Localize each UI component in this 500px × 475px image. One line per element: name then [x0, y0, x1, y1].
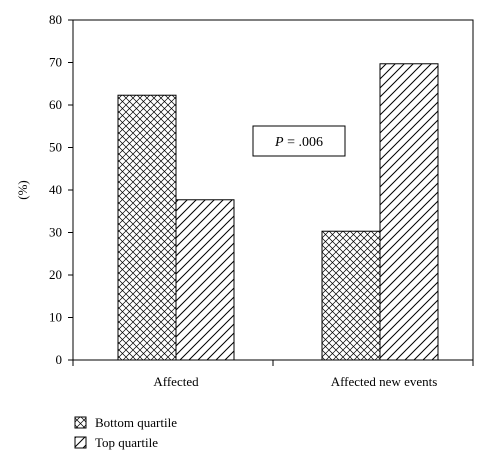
legend-label: Bottom quartile: [95, 415, 177, 430]
y-axis-label: (%): [15, 180, 30, 200]
y-tick: 40: [49, 182, 73, 197]
x-category-label: Affected: [153, 374, 199, 389]
bar-crosshatch-0: [117, 94, 177, 361]
legend-swatch-crosshatch: [74, 416, 87, 429]
legend-item-top-quartile: Top quartile: [74, 435, 158, 450]
p-value-box: [252, 125, 346, 157]
bar-diagonal-0: [175, 199, 235, 361]
y-tick-label: 0: [56, 352, 63, 367]
legend: Bottom quartile Top quartile: [74, 415, 177, 450]
bar-crosshatch-1: [321, 230, 381, 361]
y-tick: 70: [49, 55, 73, 70]
legend-swatch-diagonal: [74, 436, 87, 449]
p-value-symbol: P: [274, 135, 284, 150]
x-category-label: Affected new events: [331, 374, 438, 389]
y-axis: 0 10 20 30 40 50 60 70 80: [49, 12, 73, 367]
y-tick-label: 20: [49, 267, 62, 282]
y-tick-label: 50: [49, 140, 62, 155]
y-tick: 20: [49, 267, 73, 282]
p-value-annotation: P = .006: [252, 125, 346, 157]
x-axis: Affected Affected new events: [72, 360, 474, 389]
legend-item-bottom-quartile: Bottom quartile: [74, 415, 177, 430]
legend-label: Top quartile: [95, 435, 158, 450]
y-tick-label: 60: [49, 97, 62, 112]
y-tick-label: 40: [49, 182, 62, 197]
y-tick: 30: [49, 225, 73, 240]
y-tick: 50: [49, 140, 73, 155]
y-tick: 80: [49, 12, 73, 27]
y-tick: 0: [56, 352, 73, 367]
p-value-text: P = .006: [274, 135, 323, 150]
y-tick: 60: [49, 97, 73, 112]
y-tick-label: 30: [49, 225, 62, 240]
y-tick: 10: [49, 310, 73, 325]
p-value-value: = .006: [284, 135, 323, 150]
bar-diagonal-1: [379, 63, 439, 361]
bars: [117, 63, 439, 361]
y-tick-label: 80: [49, 12, 62, 27]
y-tick-label: 10: [49, 310, 62, 325]
y-tick-label: 70: [49, 55, 62, 70]
